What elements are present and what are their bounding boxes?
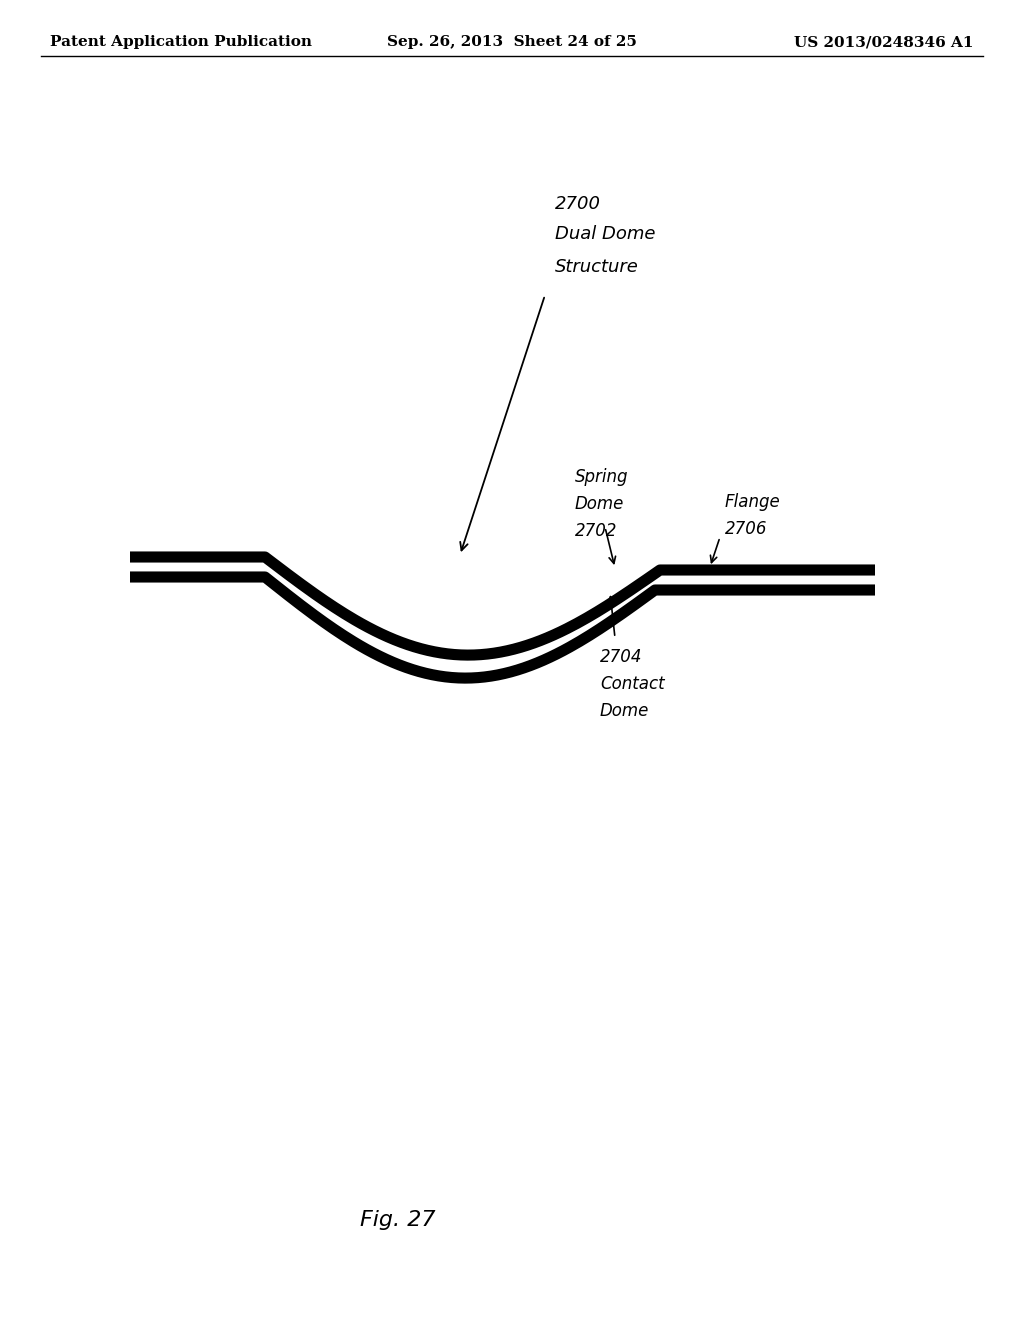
Text: US 2013/0248346 A1: US 2013/0248346 A1 <box>795 36 974 49</box>
Text: Dome: Dome <box>575 495 625 513</box>
Text: 2702: 2702 <box>575 521 617 540</box>
Text: Fig. 27: Fig. 27 <box>360 1210 435 1230</box>
Text: Structure: Structure <box>555 257 639 276</box>
Text: 2704: 2704 <box>600 648 642 667</box>
Text: Sep. 26, 2013  Sheet 24 of 25: Sep. 26, 2013 Sheet 24 of 25 <box>387 36 637 49</box>
Text: 2706: 2706 <box>725 520 768 539</box>
Text: Patent Application Publication: Patent Application Publication <box>50 36 312 49</box>
Text: 2700: 2700 <box>555 195 601 213</box>
Text: Contact: Contact <box>600 675 665 693</box>
Text: Dome: Dome <box>600 702 649 719</box>
Text: Spring: Spring <box>575 469 629 486</box>
Text: Flange: Flange <box>725 492 780 511</box>
Text: Dual Dome: Dual Dome <box>555 224 655 243</box>
